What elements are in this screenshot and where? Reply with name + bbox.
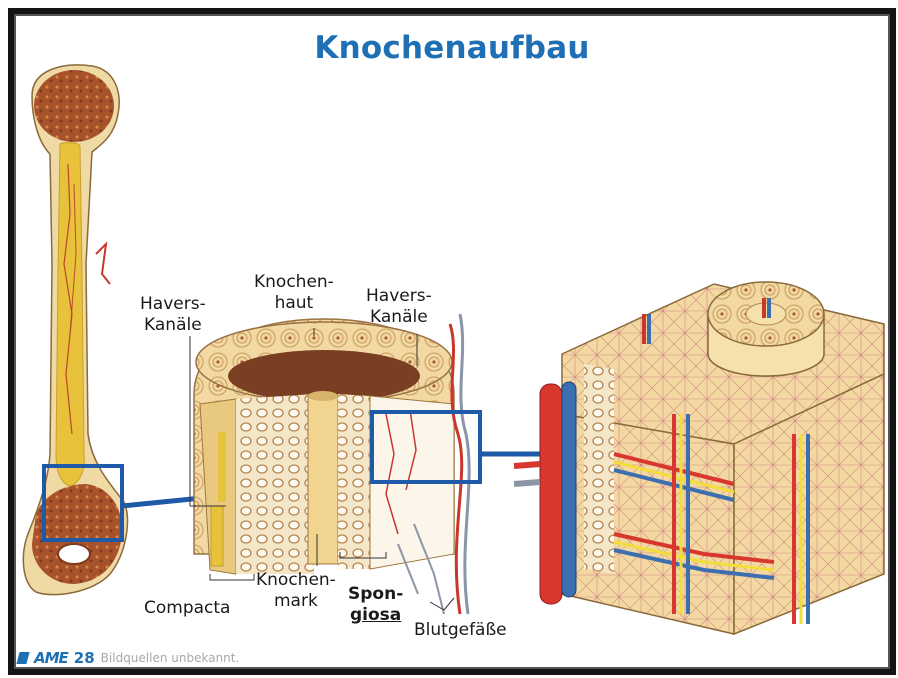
slide-title: Knochenaufbau [314, 30, 590, 66]
osteon-detail [513, 281, 885, 636]
label-compacta: Compacta [144, 598, 231, 618]
label-spongiosa: Spon- giosa [348, 584, 404, 625]
highlight-box-bone [42, 464, 124, 542]
label-havers-left: Havers- Kanäle [140, 294, 206, 335]
highlight-box-section [370, 410, 482, 484]
footer-logo-text: AME [34, 649, 69, 667]
footer-credit: Bildquellen unbekannt. [100, 651, 240, 665]
bone-cross-section [189, 313, 482, 615]
label-havers-right: Havers- Kanäle [366, 286, 432, 327]
long-bone-illustration [22, 64, 129, 596]
bone-illustrations [22, 64, 885, 636]
label-blutgefaesse: Blutgefäße [414, 620, 507, 640]
label-knochenhaut: Knochen- haut [254, 272, 334, 313]
slide-frame: Knochenaufbau [8, 8, 896, 675]
label-knochenmark: Knochen- mark [256, 570, 336, 611]
slide-footer: AME 28 Bildquellen unbekannt. [14, 647, 318, 669]
ame-logo-icon [16, 652, 30, 664]
footer-logo-number: 28 [73, 649, 95, 667]
